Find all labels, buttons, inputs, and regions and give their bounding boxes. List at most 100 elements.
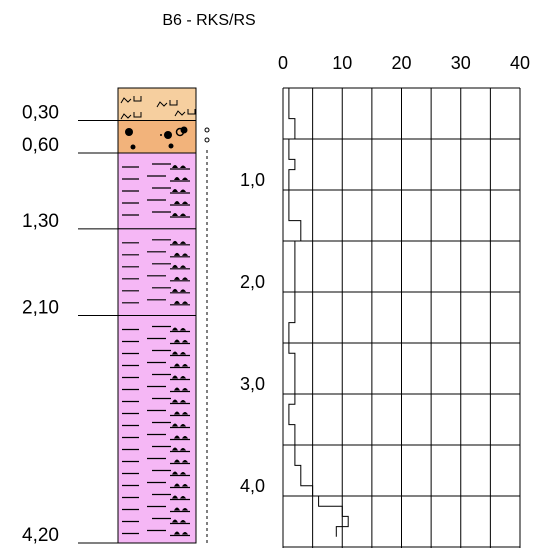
depth-label: 4,20 [22,525,59,546]
silt-sand-pattern [122,163,190,218]
figure-title: B6 - RKS/RS [162,12,255,29]
sand-grain [174,339,180,343]
sand-grain [174,252,180,256]
sand-grain [174,411,180,415]
sand-grain [172,519,178,523]
sand-grain [174,483,180,487]
sand-grain [180,189,186,192]
topsoil-hook [133,96,142,102]
sand-grain [174,177,180,180]
sand-grain [172,471,178,475]
depth-label: 0,60 [22,135,59,156]
sand-grain [180,352,186,355]
sand-grain [174,531,180,535]
y-axis-tick-labels: 1,0 2,0 3,0 4,0 [240,170,265,496]
chart-series [288,88,349,537]
soil-column [117,87,197,544]
sand-grain [180,472,186,475]
sand-grain [180,265,186,268]
sand-grain [180,520,186,523]
x-tick-label: 10 [332,53,352,73]
gravel-pattern [125,126,188,150]
gravel-dot [168,143,174,149]
gravel-grain [160,134,162,136]
gravel-dot [125,128,133,136]
x-tick-label: 30 [451,53,471,73]
topsoil-squiggle [174,110,186,117]
topsoil-squiggle [120,97,132,104]
gravel-dot [164,131,172,139]
sand-grain [182,388,188,391]
sand-grain [182,436,188,439]
topsoil-squiggle [156,101,168,108]
depth-labels: 0,30 0,60 1,30 2,10 4,20 [22,103,118,546]
depth-label: 2,10 [22,298,59,319]
sand-grain [174,363,180,367]
sand-grain [172,351,178,355]
sand-grain [180,328,186,331]
sand-grain [174,300,180,304]
sand-grain [180,165,186,168]
topsoil-squiggle [120,113,132,120]
topsoil-hook [187,109,196,115]
sand-grain [172,327,178,331]
soil-layer [117,120,197,154]
x-axis-tick-labels: 0 10 20 30 40 [278,53,530,73]
sand-grain [182,277,188,280]
sand-grain [180,448,186,451]
sand-grain [180,376,186,379]
y-tick-label: 3,0 [240,374,265,394]
y-tick-label: 1,0 [240,170,265,190]
sand-grain [174,435,180,439]
sand-grain [180,289,186,292]
sand-grain [172,165,178,168]
penetration-chart: 0 10 20 30 40 1,0 2,0 3,0 4,0 [240,53,530,548]
sand-grain [172,189,178,192]
series-line [288,88,349,537]
sand-grain [174,387,180,391]
sand-grain [172,213,178,216]
sand-grain [180,424,186,427]
sand-grain [174,507,180,511]
x-tick-label: 40 [510,53,530,73]
silt-sand-pattern [122,325,190,537]
x-tick-label: 0 [278,53,288,73]
topsoil-pattern [120,96,196,120]
sand-grain [182,177,188,180]
gravel-dot [180,126,188,134]
water-marker [204,127,210,543]
gravel-dot [130,144,136,150]
depth-label: 0,30 [22,103,59,124]
sand-grain [180,496,186,499]
sand-grain [182,253,188,256]
x-tick-label: 20 [391,53,411,73]
sand-grain [172,264,178,268]
sand-grain [182,508,188,511]
sand-grain [182,201,188,204]
sand-grain [182,364,188,367]
sand-grain [174,459,180,463]
sand-grain [182,532,188,535]
marker-circle [204,127,210,133]
sand-grain [182,412,188,415]
marker-circle [204,137,210,143]
sand-grain [172,495,178,499]
sand-grain [182,460,188,463]
sand-grain [172,423,178,427]
topsoil-hook [169,100,178,106]
silt-sand-pattern [122,239,190,306]
sand-grain [174,201,180,204]
sand-grain [182,340,188,343]
sand-grain [180,213,186,216]
sand-grain [180,400,186,403]
y-tick-label: 2,0 [240,272,265,292]
chart-grid [282,87,521,548]
y-tick-label: 4,0 [240,476,265,496]
sand-grain [180,241,186,244]
topsoil-hook [133,112,142,118]
sand-grain [172,399,178,403]
sand-grain [172,447,178,451]
sand-grain [172,375,178,379]
sand-grain [172,288,178,292]
